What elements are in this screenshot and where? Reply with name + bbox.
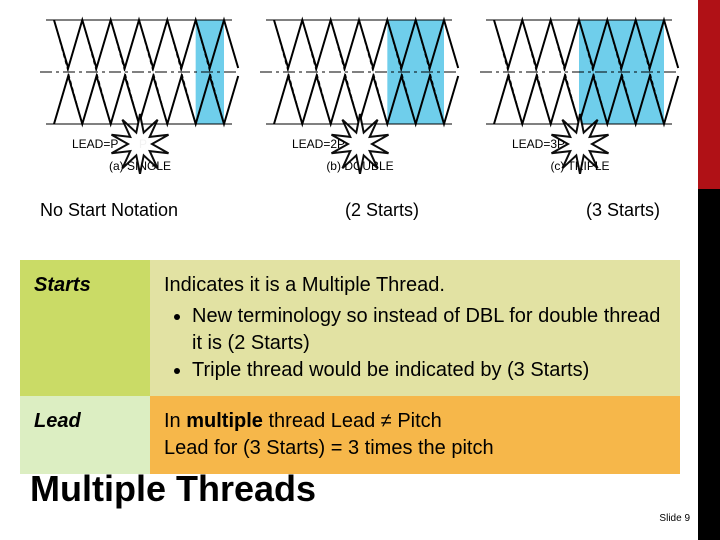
caption-row: No Start Notation (2 Starts) (3 Starts) (40, 200, 660, 221)
slide-number: Slide 9 (659, 513, 690, 524)
table-row-starts: Starts Indicates it is a Multiple Thread… (20, 260, 680, 396)
accent-bar (698, 0, 720, 540)
svg-text:LEAD=3P: LEAD=3P (512, 137, 565, 151)
starts-bullet-2: Triple thread would be indicated by (3 S… (192, 357, 666, 384)
lead-line2: Lead for (3 Starts) = 3 times the pitch (164, 435, 666, 462)
lead-line1-b: multiple (186, 410, 263, 432)
accent-bar-upper (698, 0, 720, 189)
lead-line1: In multiple thread Lead ≠ Pitch (164, 408, 666, 435)
lead-line1-d: Pitch (392, 410, 442, 432)
slide: LEAD=PP(a) SINGLE LEAD=2P(b) DOUBLE LEAD… (0, 0, 720, 540)
caption-double: (2 Starts) (345, 200, 419, 221)
caption-triple: (3 Starts) (586, 200, 660, 221)
term-starts: Starts (20, 260, 150, 396)
not-equal-icon: ≠ (381, 410, 392, 432)
thread-diagram-double: LEAD=2P(b) DOUBLE (260, 14, 460, 174)
slide-number-label: Slide (659, 513, 684, 524)
slide-number-value: 9 (684, 513, 690, 524)
svg-text:LEAD=P: LEAD=P (72, 137, 118, 151)
desc-starts: Indicates it is a Multiple Thread. New t… (150, 260, 680, 396)
svg-text:LEAD=2P: LEAD=2P (292, 137, 345, 151)
caption-single: No Start Notation (40, 200, 178, 221)
starts-bullet-1: New terminology so instead of DBL for do… (192, 303, 666, 357)
starts-line1: Indicates it is a Multiple Thread. (164, 272, 666, 299)
definitions-table: Starts Indicates it is a Multiple Thread… (20, 260, 680, 474)
lead-line1-c: thread Lead (263, 410, 381, 432)
lead-line1-a: In (164, 410, 186, 432)
desc-lead: In multiple thread Lead ≠ Pitch Lead for… (150, 396, 680, 474)
thread-diagram-row: LEAD=PP(a) SINGLE LEAD=2P(b) DOUBLE LEAD… (40, 14, 680, 174)
accent-bar-lower (698, 189, 720, 540)
slide-title: Multiple Threads (30, 468, 316, 510)
table-row-lead: Lead In multiple thread Lead ≠ Pitch Lea… (20, 396, 680, 474)
thread-diagram-triple: LEAD=3P(c) TRIPLE (480, 14, 680, 174)
thread-diagram-single: LEAD=PP(a) SINGLE (40, 14, 240, 174)
term-lead: Lead (20, 396, 150, 474)
